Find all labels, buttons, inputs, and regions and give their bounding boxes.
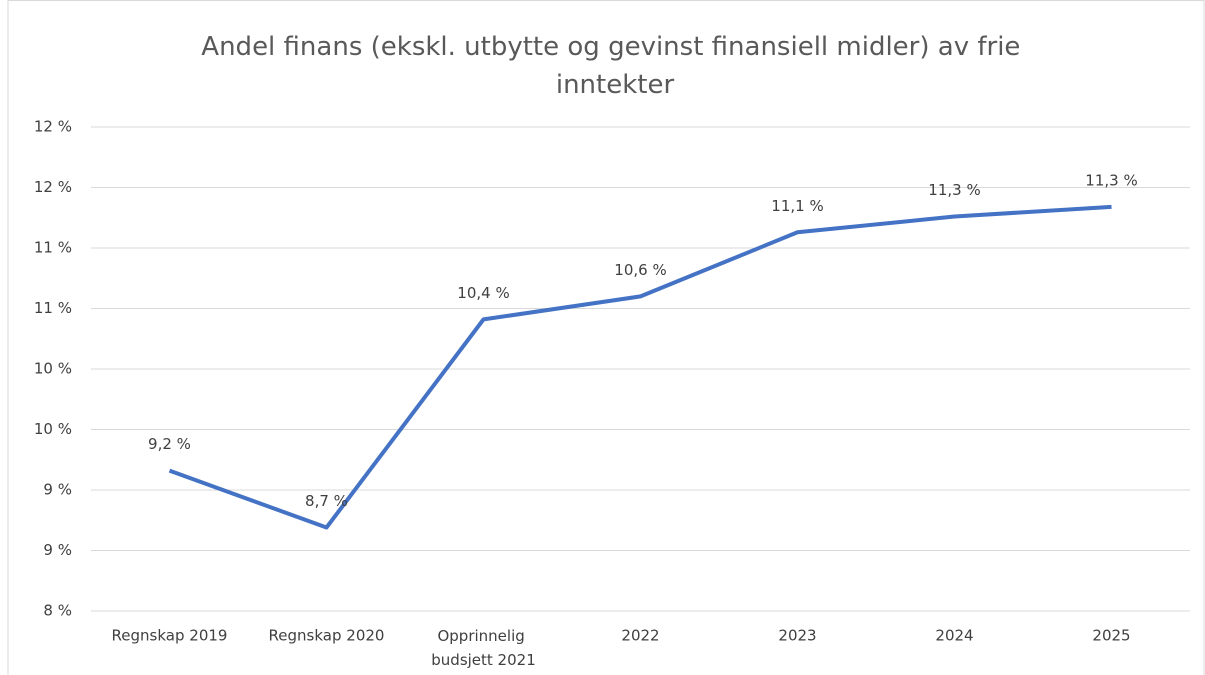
data-label: 11,3 % [1085, 171, 1137, 189]
data-label: 9,2 % [148, 435, 191, 453]
y-tick-label: 12 % [34, 118, 72, 136]
data-label: 11,1 % [771, 197, 823, 215]
x-tick-label: Regnskap 2020 [269, 627, 385, 645]
chart-frame [7, 0, 1205, 675]
text-line: Andel finans (ekskl. utbytte og gevinst … [201, 32, 1028, 62]
x-tick-label: 2023 [778, 627, 816, 645]
y-tick-label: 10 % [34, 360, 72, 378]
data-label: 10,6 % [614, 261, 666, 279]
y-tick-label: 9 % [43, 541, 72, 559]
x-tick-label: 2025 [1092, 627, 1130, 645]
y-tick-label: 8 % [43, 602, 72, 620]
text-line: budsjett 2021 [431, 651, 535, 669]
y-tick-label: 10 % [34, 420, 72, 438]
y-tick-label: 9 % [43, 481, 72, 499]
data-label: 10,4 % [457, 284, 509, 302]
data-label: 11,3 % [928, 181, 980, 199]
data-line [168, 204, 1112, 530]
x-tick-label: Regnskap 2019 [112, 627, 228, 645]
x-tick-label: Opprinnelig budsjett 2021 [431, 627, 535, 669]
text-line: inntekter [556, 70, 675, 100]
text-line: Opprinnelig [437, 627, 529, 645]
y-tick-label: 12 % [34, 178, 72, 196]
y-tick-label: 11 % [34, 299, 72, 317]
data-label: 8,7 % [305, 492, 348, 510]
chart-title: Andel finans (ekskl. utbytte og gevinst … [201, 32, 1028, 100]
x-tick-label: 2024 [935, 627, 973, 645]
y-tick-label: 11 % [34, 239, 72, 257]
x-tick-label: 2022 [621, 627, 659, 645]
